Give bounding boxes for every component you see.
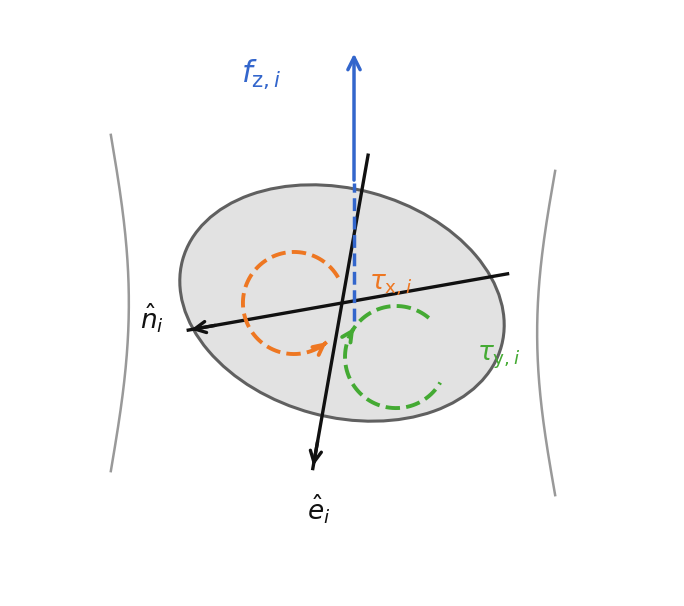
Text: $\hat{e}_i$: $\hat{e}_i$: [307, 493, 330, 527]
Text: $f_{\mathrm{z},i}$: $f_{\mathrm{z},i}$: [241, 58, 282, 92]
Ellipse shape: [180, 185, 504, 421]
Text: $\tau_{\mathrm{x},i}$: $\tau_{\mathrm{x},i}$: [369, 272, 412, 298]
Text: $\tau_{\mathrm{y},i}$: $\tau_{\mathrm{y},i}$: [477, 344, 521, 371]
Text: $\hat{n}_i$: $\hat{n}_i$: [140, 301, 164, 335]
